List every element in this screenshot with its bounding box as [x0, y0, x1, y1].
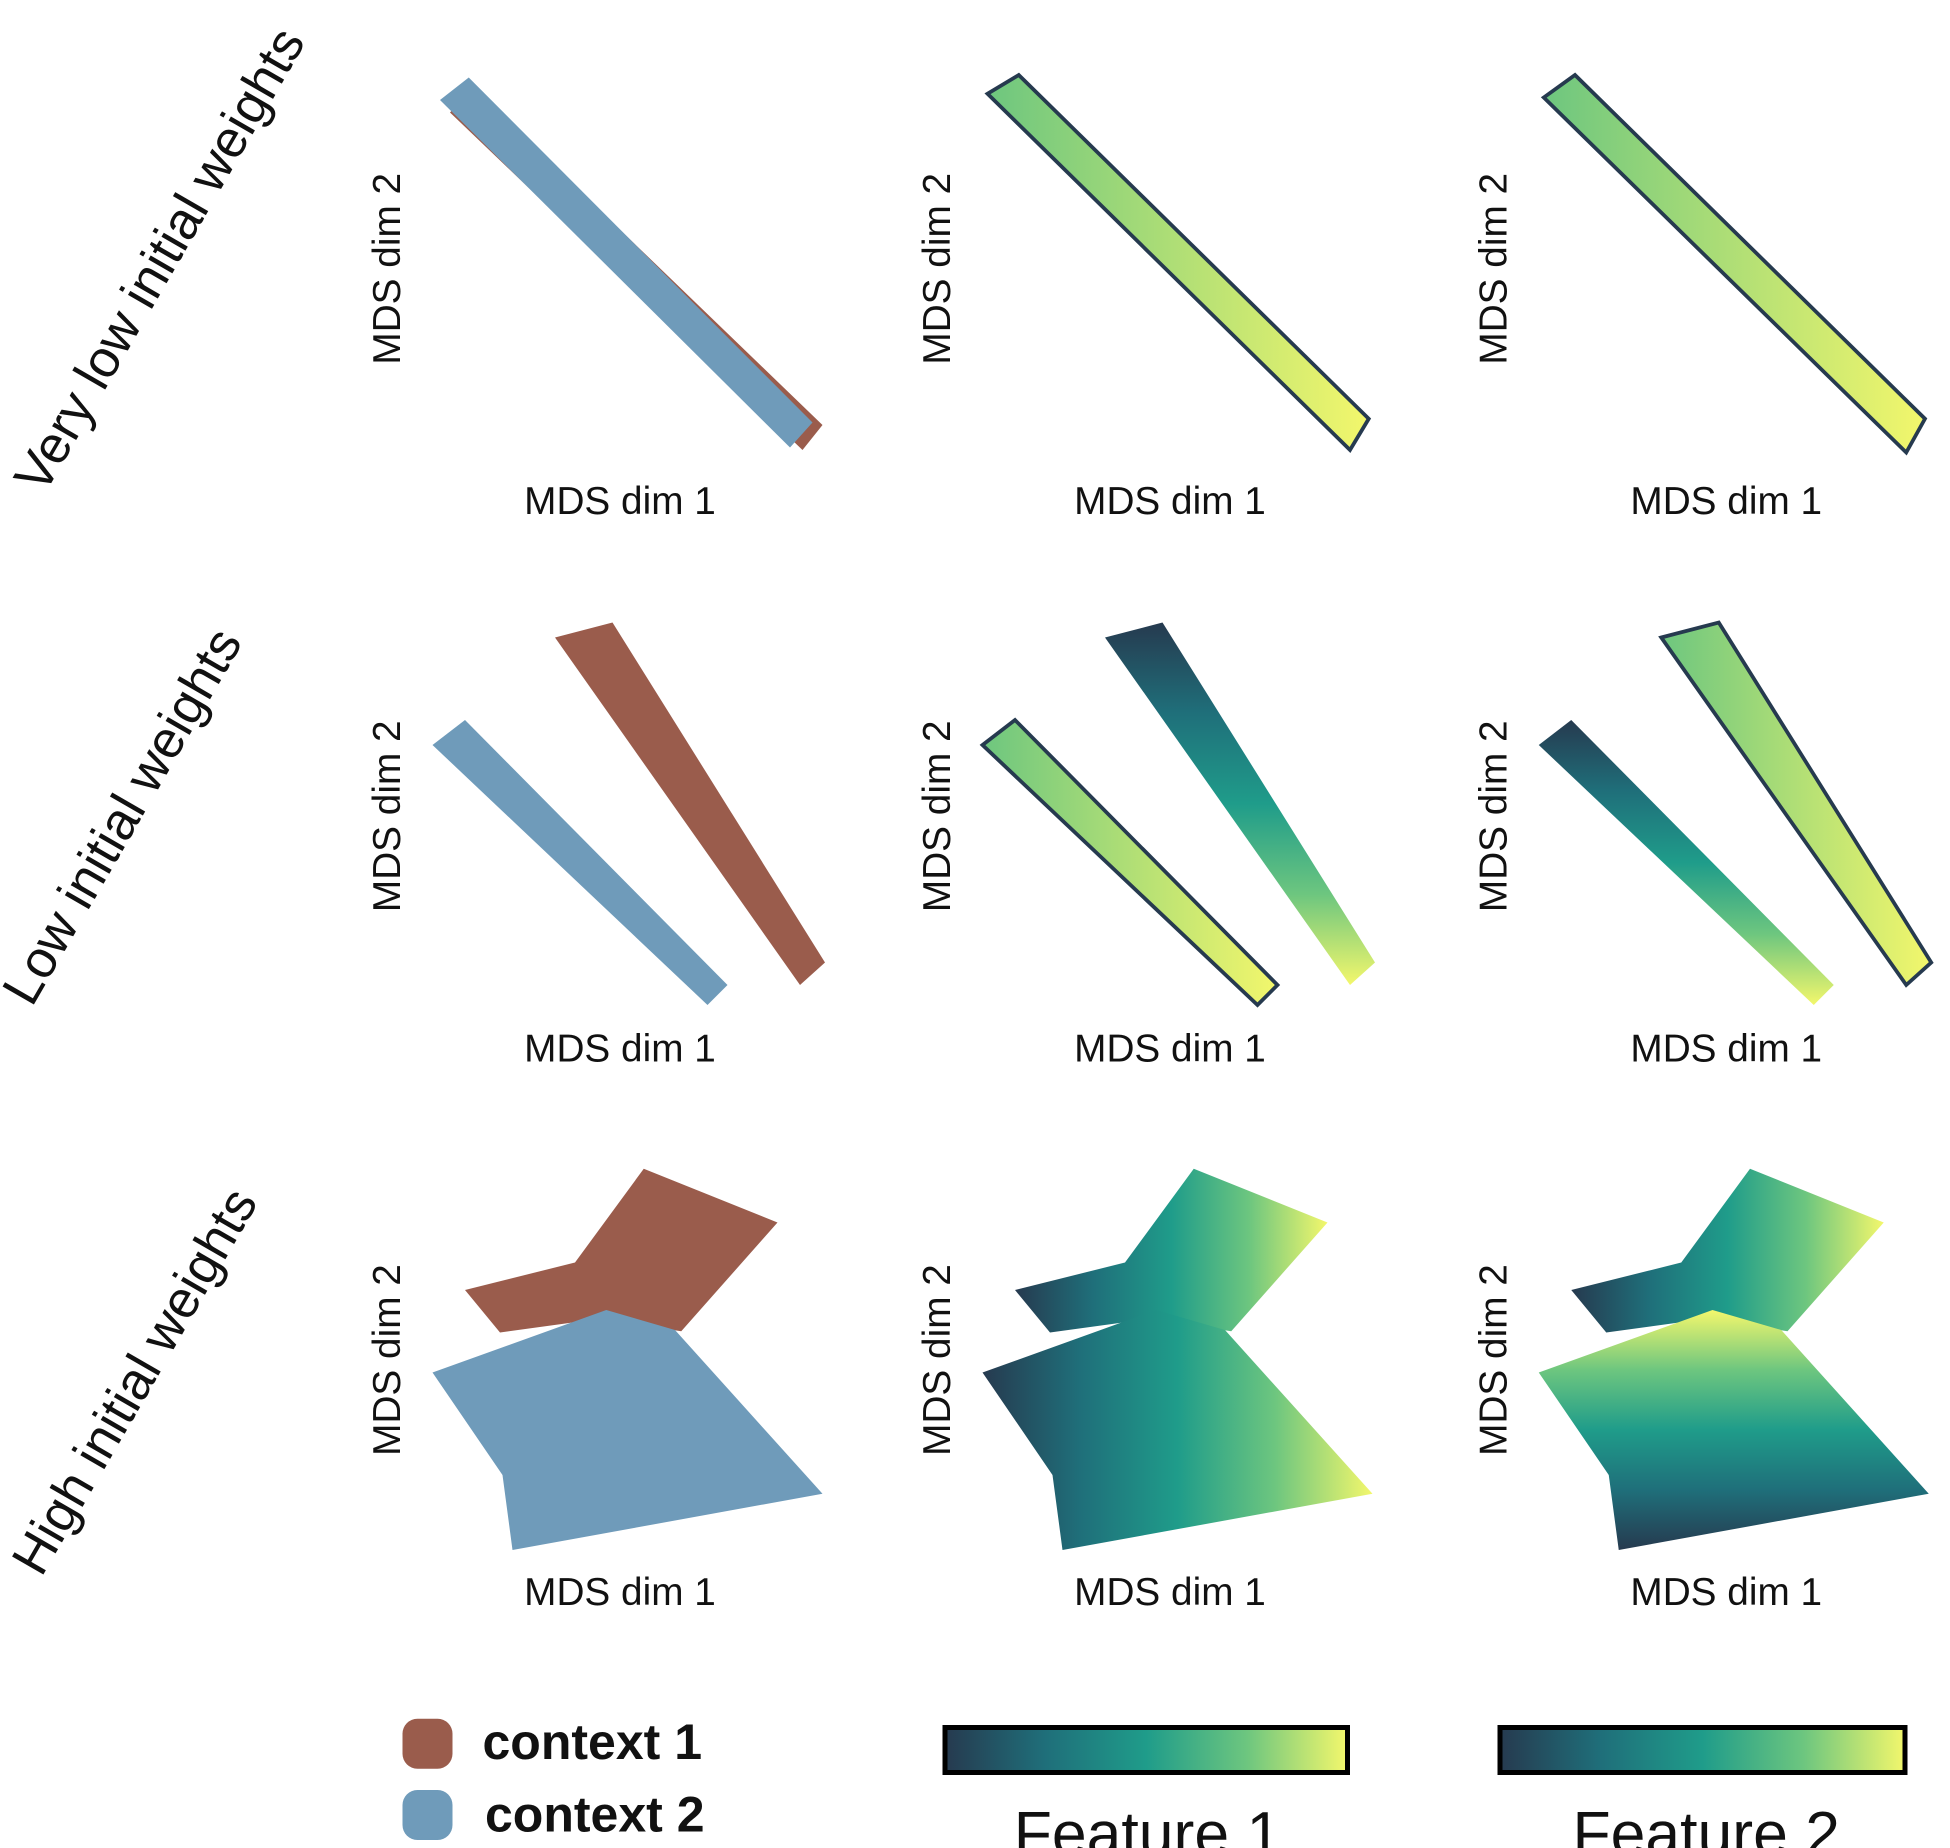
cloud	[440, 77, 813, 448]
x-axis-label: MDS dim 1	[1630, 1571, 1822, 1614]
row-label: High initial weights	[1, 1178, 269, 1584]
x-axis-label: MDS dim 1	[1074, 1027, 1266, 1070]
row-label: Very low initial weights	[3, 18, 317, 502]
y-axis-label: MDS dim 2	[366, 1264, 409, 1456]
x-axis-label: MDS dim 1	[524, 1027, 716, 1070]
cloud	[1540, 72, 1928, 456]
cloud	[432, 720, 728, 1005]
x-axis-label: MDS dim 1	[524, 1571, 716, 1614]
colorbar	[942, 1725, 1350, 1775]
cloud	[1105, 622, 1375, 985]
cloud	[1571, 1168, 1884, 1333]
legend-label: context 2	[485, 1786, 705, 1842]
legend-label: context 1	[483, 1714, 703, 1770]
x-axis-label: MDS dim 1	[524, 480, 716, 523]
legend-swatch	[402, 1718, 453, 1769]
y-axis-label: MDS dim 2	[916, 1264, 959, 1456]
cloud	[984, 72, 1372, 454]
cloud	[1538, 1310, 1929, 1550]
x-axis-label: MDS dim 1	[1630, 1027, 1822, 1070]
cloud	[432, 1310, 823, 1550]
x-axis-label: MDS dim 1	[1074, 1571, 1266, 1614]
y-axis-label: MDS dim 2	[1472, 173, 1515, 365]
row-label: Low initial weights	[0, 618, 254, 1014]
cloud	[465, 1168, 778, 1333]
y-axis-label: MDS dim 2	[916, 720, 959, 912]
colorbar	[1497, 1725, 1908, 1775]
cloud	[979, 717, 1281, 1008]
y-axis-label: MDS dim 2	[1472, 720, 1515, 912]
colorbar-label: Feature 2	[1572, 1799, 1840, 1848]
y-axis-label: MDS dim 2	[366, 173, 409, 365]
y-axis-label: MDS dim 2	[1472, 1264, 1515, 1456]
cloud	[1658, 620, 1934, 988]
cloud	[982, 1310, 1373, 1550]
colorbar-label: Feature 1	[1014, 1799, 1282, 1848]
legend-swatch	[402, 1790, 453, 1840]
cloud	[1015, 1168, 1328, 1333]
cloud	[1538, 720, 1834, 1005]
x-axis-label: MDS dim 1	[1074, 480, 1266, 523]
cloud	[555, 622, 825, 985]
y-axis-label: MDS dim 2	[366, 720, 409, 912]
y-axis-label: MDS dim 2	[916, 173, 959, 365]
x-axis-label: MDS dim 1	[1630, 480, 1822, 523]
